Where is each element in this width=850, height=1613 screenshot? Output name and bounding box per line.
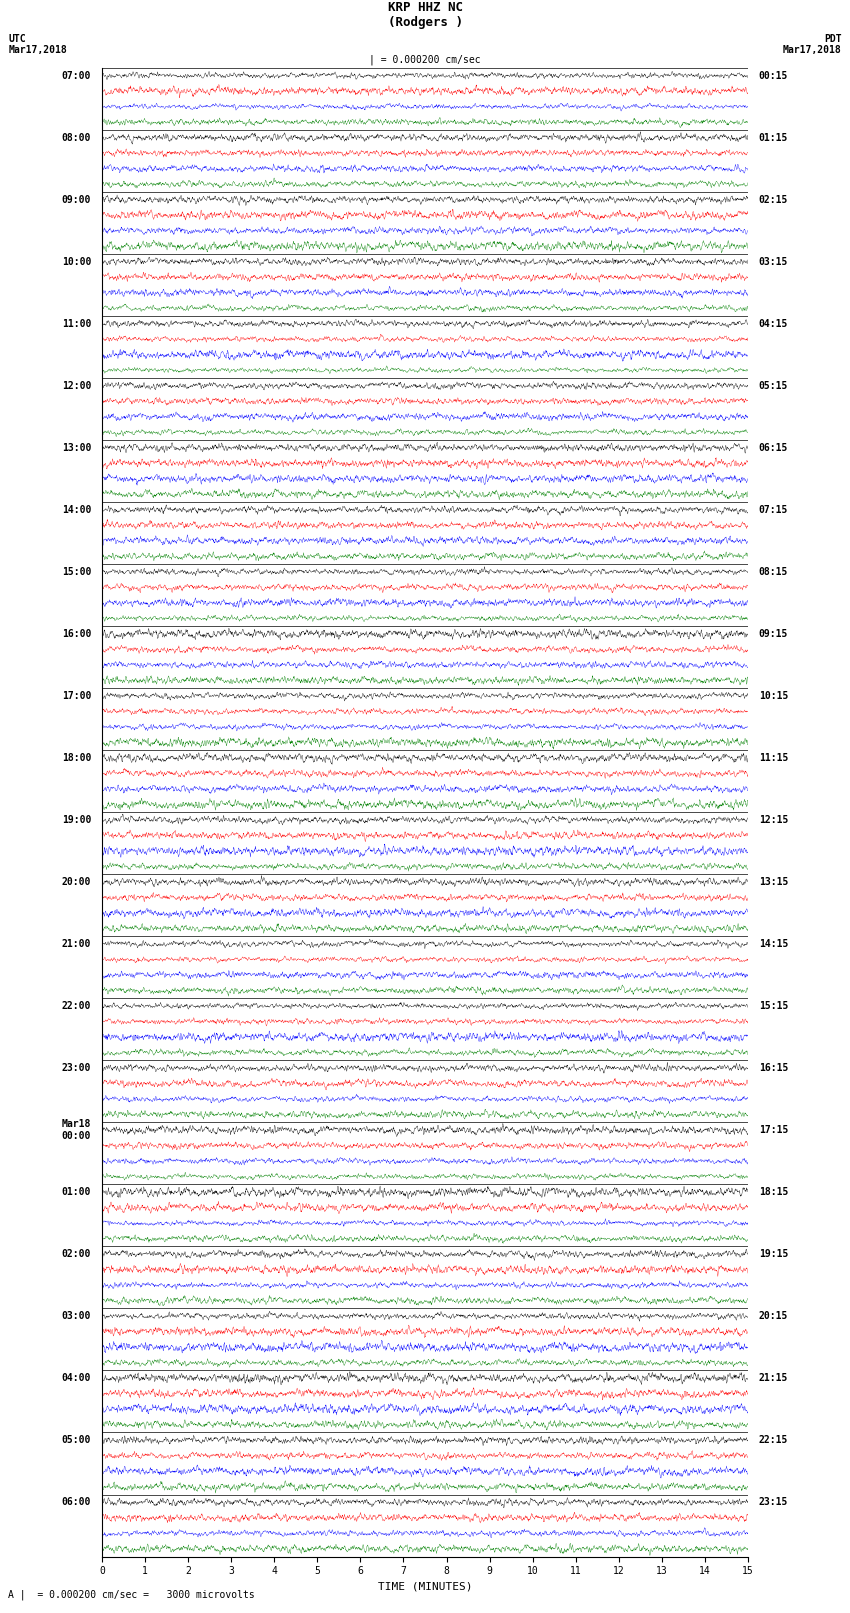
Text: 03:15: 03:15 xyxy=(759,256,788,266)
Text: 00:15: 00:15 xyxy=(759,71,788,81)
Text: 01:15: 01:15 xyxy=(759,132,788,142)
Text: 13:00: 13:00 xyxy=(62,442,91,453)
Text: 15:00: 15:00 xyxy=(62,566,91,577)
Text: 23:15: 23:15 xyxy=(759,1497,788,1507)
Text: 12:00: 12:00 xyxy=(62,381,91,390)
Text: 17:00: 17:00 xyxy=(62,690,91,700)
Text: PDT
Mar17,2018: PDT Mar17,2018 xyxy=(783,34,842,55)
Text: 21:15: 21:15 xyxy=(759,1373,788,1384)
Text: 22:15: 22:15 xyxy=(759,1436,788,1445)
Text: 08:15: 08:15 xyxy=(759,566,788,577)
Text: 15:15: 15:15 xyxy=(759,1002,788,1011)
Text: 23:00: 23:00 xyxy=(62,1063,91,1073)
X-axis label: TIME (MINUTES): TIME (MINUTES) xyxy=(377,1582,473,1592)
Text: 09:00: 09:00 xyxy=(62,195,91,205)
Text: 16:00: 16:00 xyxy=(62,629,91,639)
Text: 05:00: 05:00 xyxy=(62,1436,91,1445)
Text: 17:15: 17:15 xyxy=(759,1124,788,1136)
Text: 07:15: 07:15 xyxy=(759,505,788,515)
Text: 18:00: 18:00 xyxy=(62,753,91,763)
Text: 20:00: 20:00 xyxy=(62,877,91,887)
Text: 06:15: 06:15 xyxy=(759,442,788,453)
Text: 03:00: 03:00 xyxy=(62,1311,91,1321)
Text: 14:00: 14:00 xyxy=(62,505,91,515)
Text: 12:15: 12:15 xyxy=(759,815,788,824)
Text: 16:15: 16:15 xyxy=(759,1063,788,1073)
Text: 14:15: 14:15 xyxy=(759,939,788,948)
Text: 10:15: 10:15 xyxy=(759,690,788,700)
Text: | = 0.000200 cm/sec: | = 0.000200 cm/sec xyxy=(369,55,481,66)
Text: 21:00: 21:00 xyxy=(62,939,91,948)
Text: 09:15: 09:15 xyxy=(759,629,788,639)
Text: 19:00: 19:00 xyxy=(62,815,91,824)
Text: 05:15: 05:15 xyxy=(759,381,788,390)
Text: 06:00: 06:00 xyxy=(62,1497,91,1507)
Text: 11:00: 11:00 xyxy=(62,319,91,329)
Text: 10:00: 10:00 xyxy=(62,256,91,266)
Title: KRP HHZ NC
(Rodgers ): KRP HHZ NC (Rodgers ) xyxy=(388,2,462,29)
Text: 18:15: 18:15 xyxy=(759,1187,788,1197)
Text: Mar18
00:00: Mar18 00:00 xyxy=(62,1119,91,1140)
Text: 04:00: 04:00 xyxy=(62,1373,91,1384)
Text: 20:15: 20:15 xyxy=(759,1311,788,1321)
Text: 02:00: 02:00 xyxy=(62,1248,91,1260)
Text: 08:00: 08:00 xyxy=(62,132,91,142)
Text: 07:00: 07:00 xyxy=(62,71,91,81)
Text: 01:00: 01:00 xyxy=(62,1187,91,1197)
Text: 11:15: 11:15 xyxy=(759,753,788,763)
Text: 13:15: 13:15 xyxy=(759,877,788,887)
Text: A |  = 0.000200 cm/sec =   3000 microvolts: A | = 0.000200 cm/sec = 3000 microvolts xyxy=(8,1589,255,1600)
Text: 04:15: 04:15 xyxy=(759,319,788,329)
Text: 22:00: 22:00 xyxy=(62,1002,91,1011)
Text: 02:15: 02:15 xyxy=(759,195,788,205)
Text: 19:15: 19:15 xyxy=(759,1248,788,1260)
Text: UTC
Mar17,2018: UTC Mar17,2018 xyxy=(8,34,67,55)
